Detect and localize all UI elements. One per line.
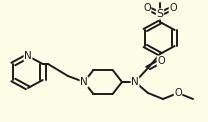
Text: N: N [131, 77, 139, 87]
Text: S: S [156, 9, 163, 19]
Text: O: O [169, 3, 177, 13]
Text: N: N [24, 51, 32, 61]
Text: O: O [174, 88, 182, 98]
Text: N: N [80, 77, 88, 87]
Text: O: O [157, 56, 165, 66]
Text: O: O [143, 3, 151, 13]
